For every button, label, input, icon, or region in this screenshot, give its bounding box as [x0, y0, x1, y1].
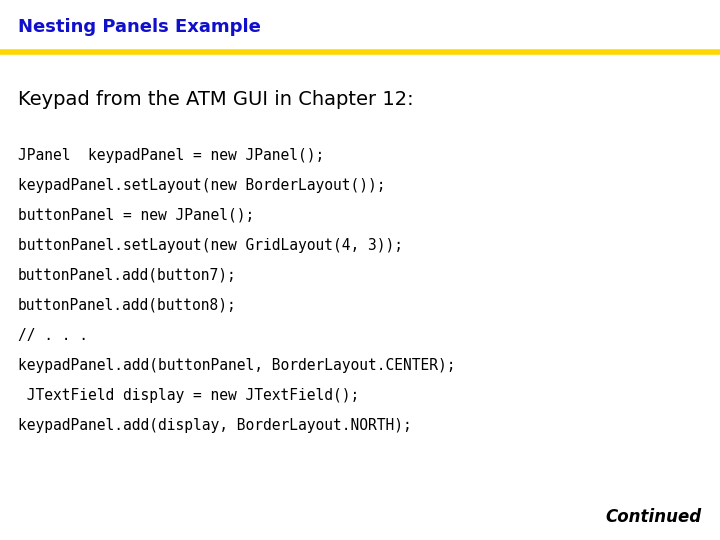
Text: buttonPanel.add(button8);: buttonPanel.add(button8); — [18, 298, 237, 313]
Text: Nesting Panels Example: Nesting Panels Example — [18, 18, 261, 36]
Text: JPanel  keypadPanel = new JPanel();: JPanel keypadPanel = new JPanel(); — [18, 148, 324, 163]
Text: Continued: Continued — [606, 508, 702, 526]
Text: keypadPanel.setLayout(new BorderLayout());: keypadPanel.setLayout(new BorderLayout()… — [18, 178, 385, 193]
Text: buttonPanel = new JPanel();: buttonPanel = new JPanel(); — [18, 208, 254, 223]
Text: JTextField display = new JTextField();: JTextField display = new JTextField(); — [18, 388, 359, 403]
Text: Keypad from the ATM GUI in Chapter 12:: Keypad from the ATM GUI in Chapter 12: — [18, 90, 413, 109]
Text: buttonPanel.add(button7);: buttonPanel.add(button7); — [18, 268, 237, 283]
Text: keypadPanel.add(buttonPanel, BorderLayout.CENTER);: keypadPanel.add(buttonPanel, BorderLayou… — [18, 358, 456, 373]
Text: buttonPanel.setLayout(new GridLayout(4, 3));: buttonPanel.setLayout(new GridLayout(4, … — [18, 238, 403, 253]
Text: keypadPanel.add(display, BorderLayout.NORTH);: keypadPanel.add(display, BorderLayout.NO… — [18, 418, 412, 433]
Text: // . . .: // . . . — [18, 328, 88, 343]
